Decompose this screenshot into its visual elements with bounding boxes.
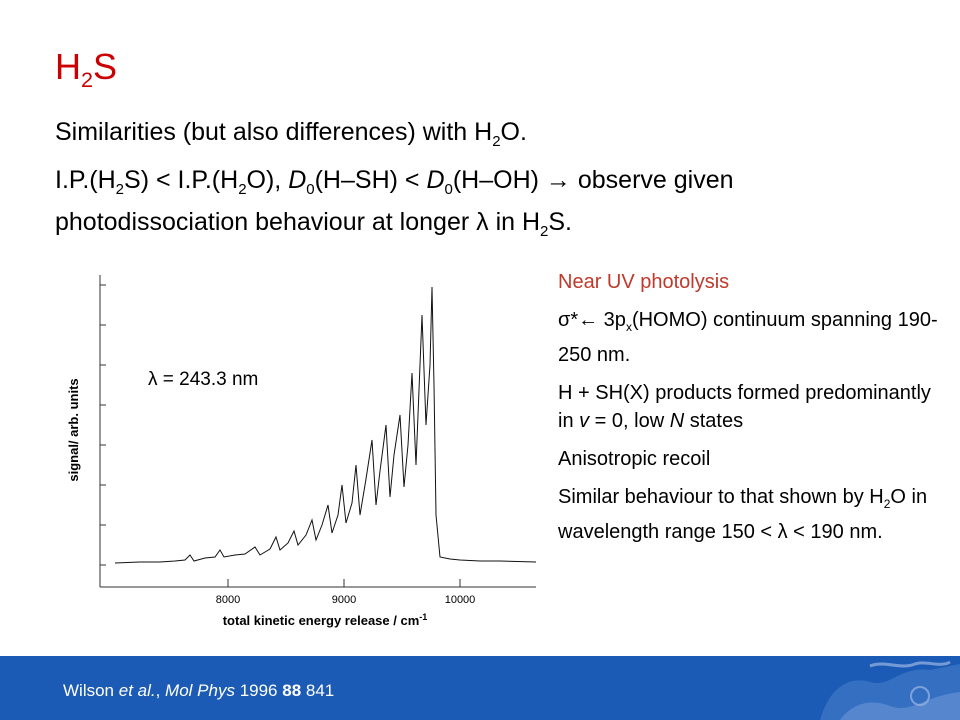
x-tick-9000: 9000 (332, 594, 356, 606)
bullet-similar: Similar behaviour to that shown by H2O i… (558, 486, 928, 543)
y-axis-label: signal/ arb. units (66, 378, 81, 481)
bullet-list: Near UV photolysis σ*← 3px(HOMO) continu… (558, 268, 938, 556)
intro-line: Similarities (but also differences) with… (55, 118, 527, 150)
plot-annotation: λ = 243.3 nm (148, 369, 258, 390)
spectrum-trace (114, 286, 537, 564)
tker-spectrum-plot: λ = 243.3 nm 8000 9000 10000 total kinet… (66, 275, 537, 628)
bullet-recoil: Anisotropic recoil (558, 448, 711, 470)
citation: Wilson et al., Mol Phys 1996 88 841 (63, 681, 335, 700)
bullet-transition: σ*← 3px(HOMO) continuum spanning 190-250… (558, 309, 938, 366)
x-axis-label: total kinetic energy release / cm-1 (223, 612, 428, 628)
university-crest-icon (800, 656, 960, 720)
x-tick-10000: 10000 (445, 594, 476, 606)
bullet-near-uv: Near UV photolysis (558, 271, 730, 293)
slide-title: H2S (55, 46, 118, 93)
plot-axes (99, 275, 536, 588)
comparison-line: I.P.(H2S) < I.P.(H2O), D0(H–SH) < D0(H–O… (55, 166, 734, 240)
bullet-products: H + SH(X) products formed predominantly … (558, 382, 931, 432)
x-tick-8000: 8000 (216, 594, 240, 606)
